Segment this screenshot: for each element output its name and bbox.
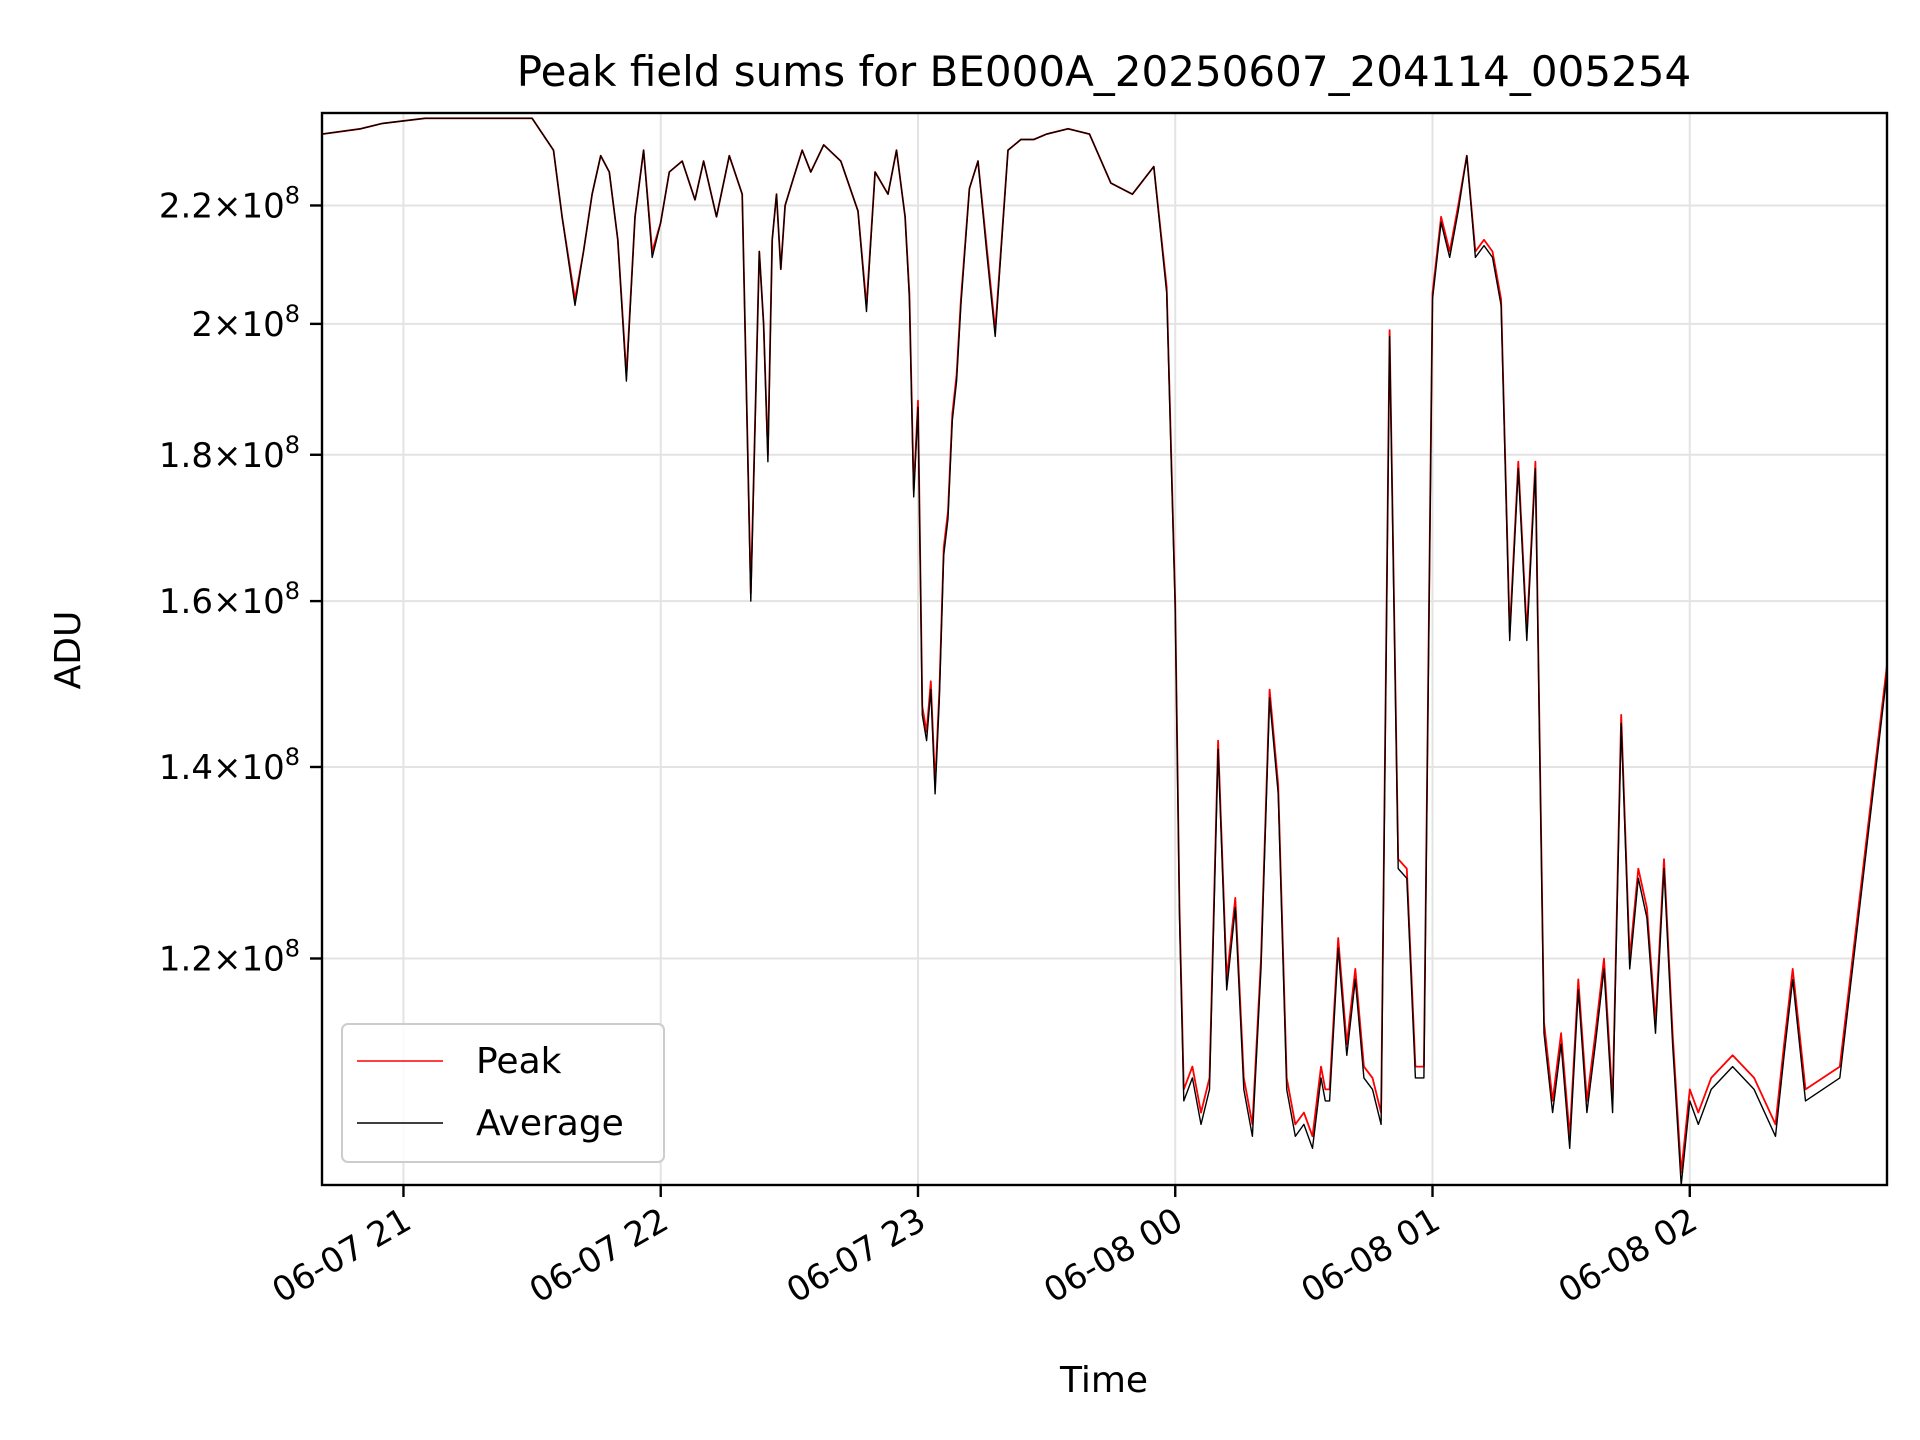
plot-frame (320, 111, 1889, 1187)
y-tick-label: 2.2×108 (159, 181, 300, 226)
chart-title: Peak field sums for BE000A_20250607_2041… (517, 47, 1691, 96)
series-line-average (321, 117, 1888, 1186)
series-layer (321, 117, 1888, 1186)
grid (322, 113, 1887, 1185)
y-tick-label: 1.6×108 (159, 577, 300, 622)
y-tick-label: 1.8×108 (159, 431, 300, 476)
y-tick-label: 2×108 (191, 300, 300, 345)
y-tick-label: 1.4×108 (159, 743, 300, 788)
y-axis-ticks: 1.2×108 1.4×108 1.6×108 1.8×108 2×108 2.2×108 (159, 181, 322, 979)
y-axis-label: ADU (48, 611, 89, 690)
legend: Peak Average (341, 1023, 665, 1163)
legend-label-average: Average (476, 1103, 624, 1144)
x-axis-label: Time (1059, 1360, 1148, 1401)
legend-box (341, 1023, 665, 1163)
y-tick-label: 1.2×108 (159, 934, 300, 979)
legend-label-peak: Peak (476, 1041, 562, 1082)
